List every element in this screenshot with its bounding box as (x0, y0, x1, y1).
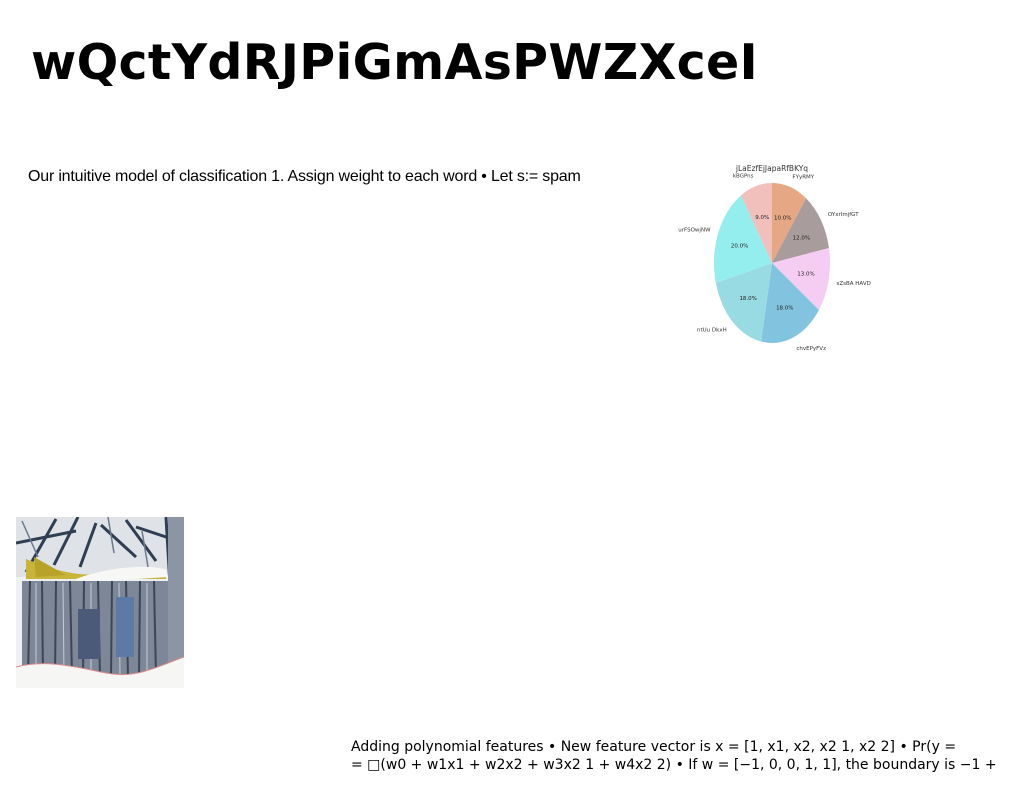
pie-slice (772, 183, 807, 263)
pie-percent-label: 9.0% (755, 215, 769, 221)
pie-slice (715, 263, 772, 342)
pie-slice (713, 195, 772, 283)
shack-painting-image (16, 517, 184, 688)
pie-percent-label: 18.0% (739, 296, 756, 302)
pie-slice (740, 183, 772, 263)
pie-slice (761, 263, 819, 343)
pie-category-label: urFSOwjNW (678, 227, 711, 233)
bottom-paragraph: Adding polynomial features • New feature… (351, 738, 1011, 774)
pie-slice (772, 198, 829, 263)
pie-category-label: chvEPyFVz (796, 346, 826, 352)
pie-category-label: sZsBA HAVD (837, 281, 871, 287)
pie-percent-label: 12.0% (793, 235, 810, 241)
pie-chart-svg: jLaEzfEjJapaRfBKYq 10.0% 12.0% 13.0% 18.0% 1… (678, 164, 871, 352)
pie-category-label: kBGPns (733, 173, 754, 179)
intro-paragraph: Our intuitive model of classification 1.… (28, 168, 581, 185)
slide-title: wQctYdRJPiGmAsPWZXceI (31, 34, 759, 91)
pie-slice (772, 248, 830, 311)
pie-percent-label: 13.0% (797, 271, 814, 277)
pie-chart: jLaEzfEjJapaRfBKYq 10.0% 12.0% 13.0% 18.0% 1… (676, 158, 876, 354)
bottom-paragraph-line-1: Adding polynomial features • New feature… (351, 739, 957, 755)
bottom-paragraph-line-2: = □(w0 + w1x1 + w2x2 + w3x2 1 + w4x2 2) … (351, 757, 997, 773)
pie-category-label: ntUu DkxH (697, 327, 727, 333)
pie-percent-label: 18.0% (776, 306, 793, 312)
pie-percent-label: 10.0% (774, 215, 791, 221)
pie-category-label: OYxrImjfGT (828, 212, 859, 218)
pie-category-label: FYyRMY (792, 174, 814, 180)
chart-title: jLaEzfEjJapaRfBKYq (735, 164, 808, 173)
shack-painting (16, 517, 184, 688)
pie-percent-label: 20.0% (731, 243, 748, 249)
